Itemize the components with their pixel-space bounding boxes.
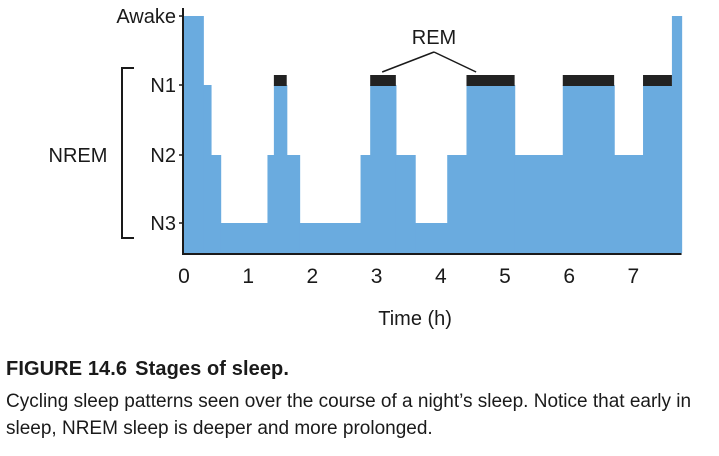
caption-body: Cycling sleep patterns seen over the cou… [6,391,692,439]
rem-marker [370,75,396,86]
x-tick-label: 4 [435,265,447,288]
stage-segment-n3 [415,223,448,253]
sleep-stage-chart: Awake N1 N2 N3 0 1 2 3 4 5 6 7 NREM REM Time (h) [49,6,683,330]
x-tick-labels: 0 1 2 3 4 5 6 7 [178,265,639,288]
stage-area-layer [184,16,683,253]
stage-segment-n1 [466,85,516,253]
stage-segment-n2 [286,155,301,253]
stage-segment-n3 [220,223,269,253]
stage-segment-n1 [643,85,673,253]
x-tick-label: 3 [371,265,383,288]
figure-label: FIGURE 14.6 [6,358,128,380]
rem-marker [643,75,672,86]
stage-segment-n2 [210,155,222,253]
stage-segment-n3 [299,223,362,253]
stage-segment-awake [671,16,683,253]
stage-segment-n1 [562,85,615,253]
rem-pointer-line [433,51,477,73]
x-tick-label: 5 [499,265,511,288]
x-tick-label: 6 [563,265,575,288]
y-level-label-n1: N1 [150,75,176,97]
stage-segment-n2 [395,155,416,253]
figure-title: Stages of sleep. [135,358,290,380]
y-level-label-awake: Awake [116,6,176,28]
stage-segment-n2 [267,155,275,253]
rem-marker [273,75,287,86]
stage-segment-n1 [203,85,212,253]
stage-segment-n2 [614,155,644,253]
rem-marker [562,75,615,86]
nrem-bracket [121,67,134,239]
y-level-label-n3: N3 [150,213,176,235]
stage-segment-n1 [273,85,288,253]
x-axis-title: Time (h) [378,308,452,330]
rem-pointer-line [381,51,435,73]
figure-caption: FIGURE 14.6 Stages of sleep. Cycling slee… [6,356,718,442]
rem-annotation-label: REM [412,27,456,49]
stage-segment-n2 [447,155,468,253]
axes [182,8,682,255]
stage-segment-n2 [360,155,371,253]
stage-segment-awake [184,16,204,253]
y-level-labels: Awake N1 N2 N3 [116,6,183,235]
stage-segment-n1 [370,85,397,253]
rem-markers-layer [273,75,672,86]
rem-annotation: REM [381,27,477,73]
nrem-group-label: NREM [49,145,108,167]
y-level-label-n2: N2 [150,145,176,167]
x-tick-label: 1 [242,265,254,288]
x-tick-label: 7 [628,265,640,288]
stage-segment-n2 [514,155,564,253]
rem-marker [466,75,515,86]
x-tick-label: 0 [178,265,190,288]
caption-title-line: FIGURE 14.6 Stages of sleep. [6,356,718,382]
x-tick-label: 2 [307,265,319,288]
